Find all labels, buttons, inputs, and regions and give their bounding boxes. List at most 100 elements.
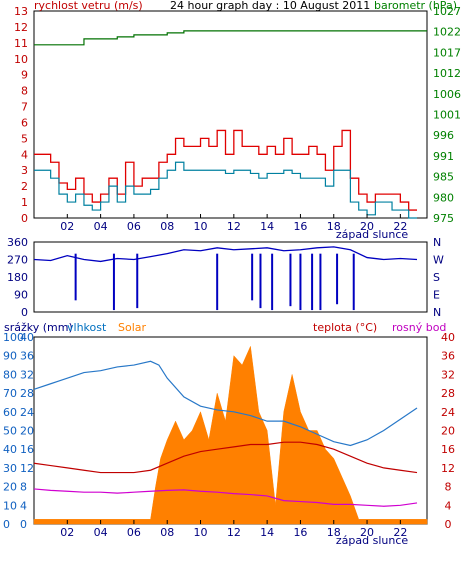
legend-entry: Solar (118, 321, 147, 334)
wind-tick-label: 9 (21, 69, 28, 82)
x-tick-label: 04 (94, 526, 108, 539)
direction-compass-label: E (433, 289, 440, 302)
humidity-tick-label: 50 (3, 425, 17, 438)
wind-plot-frame (33, 10, 428, 219)
barometer-tick-label: 1022 (433, 26, 461, 39)
barometer-tick-label: 1017 (433, 46, 461, 59)
x-tick-label: 06 (127, 526, 141, 539)
wind-tick-label: 12 (14, 21, 28, 34)
secondary-left-tick-label: 28 (20, 387, 34, 400)
secondary-left-tick-label: 16 (20, 443, 34, 456)
x-tick-label: 16 (293, 526, 307, 539)
x-tick-label: 16 (293, 220, 307, 233)
direction-tick-label: 90 (14, 289, 28, 302)
wind-tick-label: 11 (14, 37, 28, 50)
humidity-tick-label: 70 (3, 387, 17, 400)
barometer-tick-label: 1027 (433, 5, 461, 18)
barometer-tick-label: 1006 (433, 88, 461, 101)
x-tick-label: 02 (60, 526, 74, 539)
legend-entry: vlhkost (67, 321, 107, 334)
x-tick-label: 20 (360, 220, 374, 233)
x-tick-label: 14 (260, 526, 274, 539)
barometer-tick-label: 985 (433, 171, 454, 184)
x-tick-label: 12 (227, 526, 241, 539)
temperature-tick-label: 28 (441, 387, 455, 400)
direction-tick-label: 360 (7, 236, 28, 249)
humidity-tick-label: 30 (3, 462, 17, 475)
series-line-barometr (34, 30, 427, 46)
wind-axis-title: rychlost vetru (m/s) (34, 0, 143, 12)
wind-tick-label: 2 (21, 180, 28, 193)
wind-tick-label: 13 (14, 5, 28, 18)
x-tick-label: 22 (393, 526, 407, 539)
temperature-tick-label: 12 (441, 462, 455, 475)
secondary-left-tick-label: 0 (20, 518, 27, 531)
wind-tick-label: 10 (14, 53, 28, 66)
temperature-tick-label: 0 (445, 518, 452, 531)
series-line-teplota (33, 441, 418, 474)
wind-tick-label: 1 (21, 196, 28, 209)
humidity-tick-label: 10 (3, 499, 17, 512)
x-tick-label: 08 (160, 526, 174, 539)
barometer-tick-label: 996 (433, 129, 454, 142)
wind-tick-label: 6 (21, 116, 28, 129)
humidity-tick-label: 0 (3, 518, 10, 531)
direction-tick-label: 270 (7, 254, 28, 267)
x-tick-label: 18 (327, 526, 341, 539)
series-line-vlhkost (33, 360, 418, 447)
x-tick-label: 10 (194, 220, 208, 233)
secondary-left-tick-label: 40 (20, 331, 34, 344)
secondary-left-tick-label: 20 (20, 425, 34, 438)
direction-compass-label: S (433, 271, 440, 284)
wind-tick-label: 0 (21, 212, 28, 225)
wind-tick-label: 3 (21, 164, 28, 177)
series-line-rosný-bod (33, 488, 418, 507)
x-tick-label: 10 (194, 526, 208, 539)
x-tick-label: 20 (360, 526, 374, 539)
humidity-tick-label: 90 (3, 350, 17, 363)
x-tick-label: 04 (94, 220, 108, 233)
temperature-tick-label: 8 (445, 481, 452, 494)
secondary-left-tick-label: 12 (20, 462, 34, 475)
direction-compass-label: N (433, 306, 441, 319)
x-tick-label: 06 (127, 220, 141, 233)
direction-tick-label: 180 (7, 271, 28, 284)
wind-tick-label: 4 (21, 148, 28, 161)
temperature-tick-label: 24 (441, 406, 455, 419)
x-tick-label: 12 (227, 220, 241, 233)
series-line-gust (34, 129, 418, 211)
humidity-tick-label: 20 (3, 481, 17, 494)
barometer-tick-label: 1012 (433, 67, 461, 80)
wind-tick-label: 8 (21, 85, 28, 98)
barometer-tick-label: 991 (433, 150, 454, 163)
barometer-tick-label: 1001 (433, 109, 461, 122)
direction-tick-label: 0 (21, 306, 28, 319)
temperature-tick-label: 16 (441, 443, 455, 456)
humidity-tick-label: 60 (3, 406, 17, 419)
series-line-wind (34, 161, 418, 219)
temperature-tick-label: 36 (441, 350, 455, 363)
secondary-left-tick-label: 8 (20, 481, 27, 494)
legend-entry: srážky (mm) (4, 321, 73, 334)
direction-plot-frame (33, 241, 428, 313)
series-line-wind-direction (33, 246, 418, 263)
direction-compass-label: W (433, 254, 444, 267)
secondary-left-tick-label: 4 (20, 499, 27, 512)
direction-compass-label: N (433, 236, 441, 249)
secondary-left-tick-label: 24 (20, 406, 34, 419)
secondary-left-tick-label: 32 (20, 368, 34, 381)
sunset-label: západ slunce (336, 228, 408, 241)
temperature-tick-label: 20 (441, 425, 455, 438)
humidity-tick-label: 100 (3, 331, 24, 344)
temperature-tick-label: 32 (441, 368, 455, 381)
x-tick-label: 14 (260, 220, 274, 233)
legend-entry: teplota (°C) (313, 321, 377, 334)
series-area-solar (33, 345, 428, 525)
x-tick-label: 08 (160, 220, 174, 233)
wind-tick-label: 5 (21, 132, 28, 145)
humidity-tick-label: 80 (3, 368, 17, 381)
temperature-tick-label: 40 (441, 331, 455, 344)
x-tick-label: 02 (60, 220, 74, 233)
chart-title: 24 hour graph day : 10 August 2011 (170, 0, 370, 12)
